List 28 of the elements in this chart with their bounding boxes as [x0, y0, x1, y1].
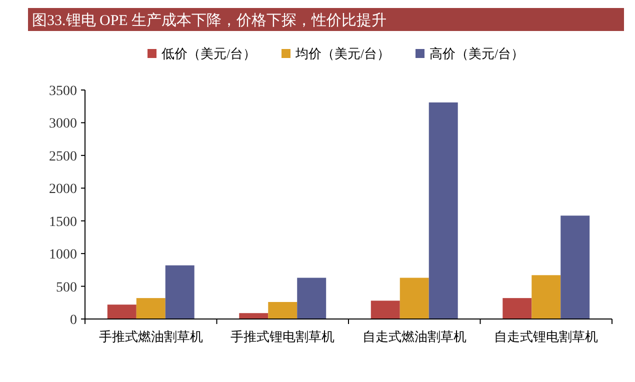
chart-title: 图33.锂电 OPE 生产成本下降，价格下探，性价比提升	[32, 12, 387, 29]
bar	[297, 278, 326, 319]
y-tick-label: 0	[70, 313, 77, 328]
y-tick-label: 500	[56, 280, 77, 296]
y-tick-label: 3500	[49, 84, 77, 99]
x-tick-label: 手推式锂电割草机	[230, 329, 335, 344]
legend-label: 低价（美元/台）	[162, 46, 256, 61]
x-tick-label: 自走式燃油割草机	[362, 329, 466, 344]
y-tick-label: 3000	[49, 116, 77, 132]
legend-label: 高价（美元/台）	[430, 46, 524, 61]
bar	[400, 278, 429, 319]
bar	[107, 304, 136, 319]
legend-label: 均价（美元/台）	[294, 46, 390, 61]
x-tick-label: 手推式燃油割草机	[98, 329, 203, 344]
bar	[136, 298, 166, 319]
y-tick-label: 2500	[49, 149, 77, 164]
bar	[502, 298, 532, 319]
bar	[428, 102, 458, 319]
bar	[532, 275, 561, 319]
bar	[268, 302, 298, 319]
bar	[165, 265, 194, 319]
bar	[560, 216, 590, 319]
y-tick-label: 2000	[49, 182, 77, 198]
y-tick-label: 1000	[49, 248, 77, 263]
x-tick-label: 自走式锂电割草机	[494, 329, 598, 344]
bar	[370, 300, 400, 319]
y-tick-label: 1500	[49, 214, 77, 230]
bar	[239, 313, 268, 319]
